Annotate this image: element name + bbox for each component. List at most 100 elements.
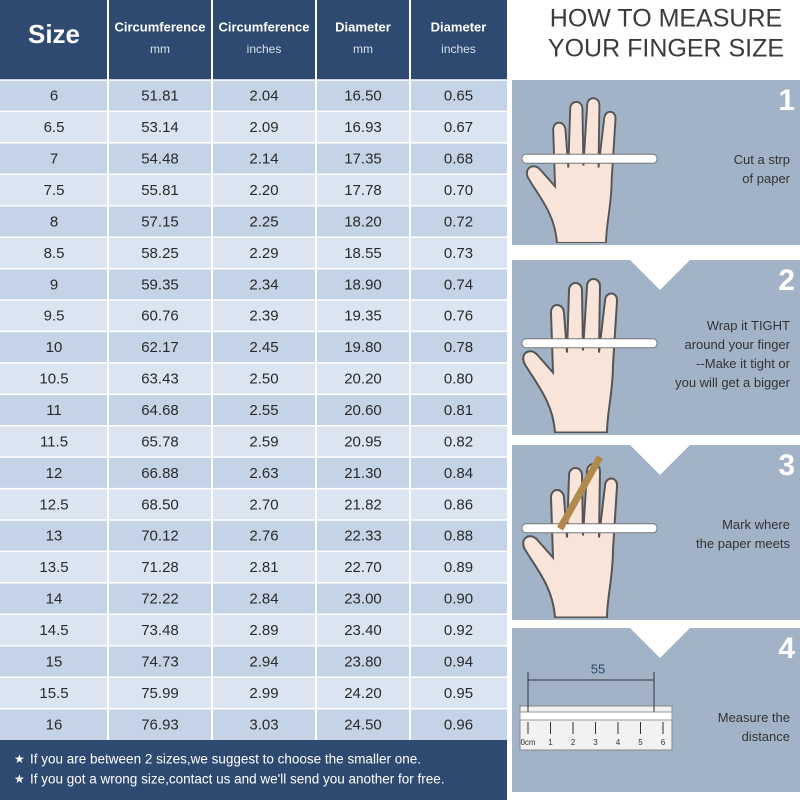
- paper-strip: [519, 711, 673, 721]
- note-bullet: ★: [14, 752, 25, 766]
- ruler-label: 4: [616, 738, 621, 747]
- step-text: of paper: [742, 171, 790, 186]
- table-row: [0, 425, 507, 458]
- table-row: [0, 708, 507, 740]
- note-bullet: ★: [14, 772, 25, 786]
- table-cell: 2.59: [249, 433, 278, 450]
- step-text: around your finger: [684, 337, 790, 352]
- header-title: Circumference: [114, 19, 205, 34]
- step-number: 2: [778, 264, 795, 297]
- table-cell: 0.74: [444, 276, 473, 293]
- table-cell: 73.48: [141, 622, 179, 639]
- table-cell: 0.70: [444, 182, 473, 199]
- table-cell: 17.35: [344, 151, 382, 168]
- table-cell: 12: [46, 465, 63, 482]
- table-cell: 6: [50, 88, 58, 105]
- header-unit: mm: [353, 42, 373, 56]
- table-cell: 74.73: [141, 653, 179, 670]
- table-row: [0, 362, 507, 395]
- table-cell: 15: [46, 653, 63, 670]
- table-cell: 8.5: [44, 245, 65, 262]
- table-cell: 0.92: [444, 622, 473, 639]
- table-row: [0, 488, 507, 520]
- table-cell: 2.94: [249, 653, 278, 670]
- size-table: Size Circumference mm Circumference inches Di…: [0, 0, 507, 787]
- table-cell: 2.63: [249, 465, 278, 482]
- table-cell: 57.15: [141, 213, 179, 230]
- paper-strip: [521, 523, 658, 534]
- table-cell: 0.94: [444, 653, 473, 670]
- table-cell: 20.20: [344, 371, 382, 388]
- table-cell: 21.30: [344, 465, 382, 482]
- table-cell: 0.82: [444, 433, 473, 450]
- table-cell: 0.76: [444, 308, 473, 325]
- guide-title: YOUR FINGER SIZE: [548, 35, 784, 63]
- table-cell: 0.96: [444, 716, 473, 733]
- table-cell: 66.88: [141, 465, 179, 482]
- table-row: [0, 331, 507, 363]
- header-title: Diameter: [335, 19, 391, 34]
- table-cell: 10.5: [39, 371, 68, 388]
- step-number: 1: [778, 84, 795, 117]
- table-row: [0, 457, 507, 489]
- header-title: Size: [28, 19, 80, 49]
- table-cell: 60.76: [141, 308, 179, 325]
- table-row: [0, 80, 507, 112]
- table-cell: 16: [46, 716, 63, 733]
- table-row: [0, 142, 507, 175]
- table-cell: 23.80: [344, 653, 382, 670]
- table-cell: 62.17: [141, 339, 179, 356]
- step-text: distance: [742, 729, 790, 744]
- header-unit: inches: [441, 42, 476, 56]
- table-cell: 76.93: [141, 716, 179, 733]
- table-cell: 2.55: [249, 402, 278, 419]
- step-arrow: [630, 628, 690, 658]
- table-cell: 0.78: [444, 339, 473, 356]
- step-number: 4: [778, 632, 795, 665]
- table-cell: 71.28: [141, 559, 179, 576]
- table-cell: 2.04: [249, 88, 278, 105]
- table-cell: 0.65: [444, 88, 473, 105]
- table-cell: 2.39: [249, 308, 278, 325]
- table-row: [0, 205, 507, 238]
- step-text: --Make it tight or: [696, 356, 791, 371]
- header-unit: mm: [150, 42, 170, 56]
- table-cell: 22.70: [344, 559, 382, 576]
- table-cell: 2.25: [249, 213, 278, 230]
- table-row: [0, 614, 507, 646]
- table-cell: 68.50: [141, 496, 179, 513]
- table-cell: 0.72: [444, 213, 473, 230]
- header-title: Circumference: [218, 19, 309, 34]
- table-cell: 70.12: [141, 528, 179, 545]
- table-cell: 0.90: [444, 591, 473, 608]
- pen: [556, 455, 604, 531]
- table-cell: 22.33: [344, 528, 382, 545]
- table-cell: 11.5: [40, 433, 68, 450]
- table-cell: 2.45: [249, 339, 278, 356]
- table-cell: 2.14: [249, 151, 278, 168]
- table-row: [0, 111, 507, 143]
- table-cell: 0.88: [444, 528, 473, 545]
- table-cell: 20.95: [344, 433, 382, 450]
- table-cell: 7: [50, 151, 58, 168]
- step-text: the paper meets: [696, 536, 790, 551]
- table-cell: 58.25: [141, 245, 179, 262]
- table-row: [0, 677, 507, 709]
- table-cell: 2.34: [249, 276, 278, 293]
- step-text: Cut a strp: [734, 152, 790, 167]
- dimension-label: 55: [591, 661, 605, 676]
- step-number: 3: [778, 449, 795, 482]
- table-cell: 6.5: [44, 119, 65, 136]
- table-cell: 72.22: [141, 591, 179, 608]
- note: If you got a wrong size,contact us and w…: [30, 772, 445, 787]
- table-cell: 21.82: [344, 496, 382, 513]
- table-row: [0, 300, 507, 332]
- table-cell: 0.95: [444, 685, 473, 702]
- table-row: [0, 551, 507, 583]
- ruler-label: 1: [548, 738, 553, 747]
- table-cell: 0.68: [444, 151, 473, 168]
- table-cell: 0.81: [444, 402, 473, 419]
- table-cell: 7.5: [44, 182, 65, 199]
- step-text: Mark where: [722, 517, 790, 532]
